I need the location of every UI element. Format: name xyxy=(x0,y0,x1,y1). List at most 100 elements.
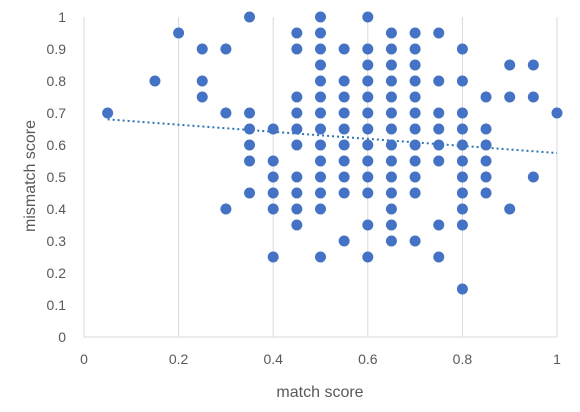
data-point xyxy=(338,107,350,119)
data-point xyxy=(480,139,492,151)
data-point xyxy=(267,123,279,135)
x-tick-labels: 0 0.2 0.4 0.6 0.8 1 xyxy=(80,351,561,367)
data-point xyxy=(456,187,468,199)
data-point xyxy=(409,107,421,119)
data-point xyxy=(480,171,492,183)
data-point xyxy=(291,123,303,135)
data-point xyxy=(267,251,279,263)
data-point xyxy=(291,43,303,55)
data-point xyxy=(315,171,326,183)
data-point xyxy=(409,235,421,247)
data-point xyxy=(480,123,492,135)
data-point xyxy=(409,59,421,71)
data-point xyxy=(362,187,374,199)
y-tick-label: 1 xyxy=(58,9,66,25)
x-tick-label: 0 xyxy=(80,351,88,367)
data-point xyxy=(362,251,374,263)
data-point xyxy=(480,91,492,103)
data-point xyxy=(456,123,468,135)
data-point xyxy=(362,171,374,183)
data-point xyxy=(504,59,516,71)
data-point xyxy=(456,219,468,231)
data-point xyxy=(267,187,279,199)
data-point xyxy=(315,203,326,215)
data-point xyxy=(220,43,232,55)
data-point xyxy=(385,75,397,87)
y-tick-label: 0 xyxy=(58,329,66,345)
data-point xyxy=(315,75,326,87)
y-tick-label: 0.1 xyxy=(47,297,67,313)
data-point xyxy=(315,187,326,199)
data-point xyxy=(385,27,397,39)
data-point xyxy=(291,219,303,231)
data-point xyxy=(315,27,326,39)
data-point xyxy=(385,155,397,167)
data-point xyxy=(362,123,374,135)
data-point xyxy=(504,203,516,215)
data-point xyxy=(315,11,326,23)
data-point xyxy=(409,139,421,151)
data-point xyxy=(244,123,256,135)
data-point xyxy=(291,27,303,39)
data-point xyxy=(244,139,256,151)
data-point xyxy=(433,251,445,263)
data-point xyxy=(433,139,445,151)
y-tick-label: 0.5 xyxy=(47,169,67,185)
data-point xyxy=(338,171,350,183)
data-point xyxy=(196,43,208,55)
data-point xyxy=(433,219,445,231)
data-point xyxy=(220,107,232,119)
data-point xyxy=(267,171,279,183)
data-point xyxy=(385,59,397,71)
data-point xyxy=(173,27,185,39)
data-point xyxy=(362,11,374,23)
data-point xyxy=(267,203,279,215)
data-point xyxy=(362,155,374,167)
data-point xyxy=(409,43,421,55)
data-point xyxy=(480,155,492,167)
y-tick-label: 0.2 xyxy=(47,265,67,281)
x-tick-label: 0.6 xyxy=(358,351,378,367)
data-point xyxy=(385,107,397,119)
data-point xyxy=(385,235,397,247)
data-point xyxy=(291,203,303,215)
data-point xyxy=(504,91,516,103)
data-point xyxy=(456,171,468,183)
data-point xyxy=(527,91,539,103)
data-point xyxy=(385,43,397,55)
x-tick-label: 1 xyxy=(553,351,561,367)
data-point xyxy=(362,43,374,55)
y-tick-label: 0.9 xyxy=(47,41,67,57)
data-point xyxy=(315,59,326,71)
data-point xyxy=(362,91,374,103)
y-tick-label: 0.3 xyxy=(47,233,67,249)
data-point xyxy=(362,75,374,87)
data-point xyxy=(315,251,326,263)
y-tick-label: 0.4 xyxy=(47,201,67,217)
data-point xyxy=(338,75,350,87)
data-point xyxy=(315,139,326,151)
x-axis-title: match score xyxy=(276,384,363,401)
data-point xyxy=(196,75,208,87)
data-point xyxy=(338,123,350,135)
data-point xyxy=(409,123,421,135)
data-point xyxy=(291,171,303,183)
data-point xyxy=(102,107,114,119)
data-point xyxy=(456,107,468,119)
data-point xyxy=(456,155,468,167)
data-point xyxy=(220,203,232,215)
data-point xyxy=(456,203,468,215)
data-point xyxy=(456,43,468,55)
data-point xyxy=(267,155,279,167)
data-point xyxy=(315,91,326,103)
y-tick-label: 0.7 xyxy=(47,105,67,121)
data-point xyxy=(362,139,374,151)
x-tick-label: 0.4 xyxy=(263,351,283,367)
data-point xyxy=(385,123,397,135)
data-point xyxy=(551,107,563,119)
data-point xyxy=(362,107,374,119)
x-tick-label: 0.2 xyxy=(169,351,189,367)
y-axis-title: mismatch score xyxy=(22,120,39,232)
data-point xyxy=(385,139,397,151)
data-point xyxy=(291,187,303,199)
